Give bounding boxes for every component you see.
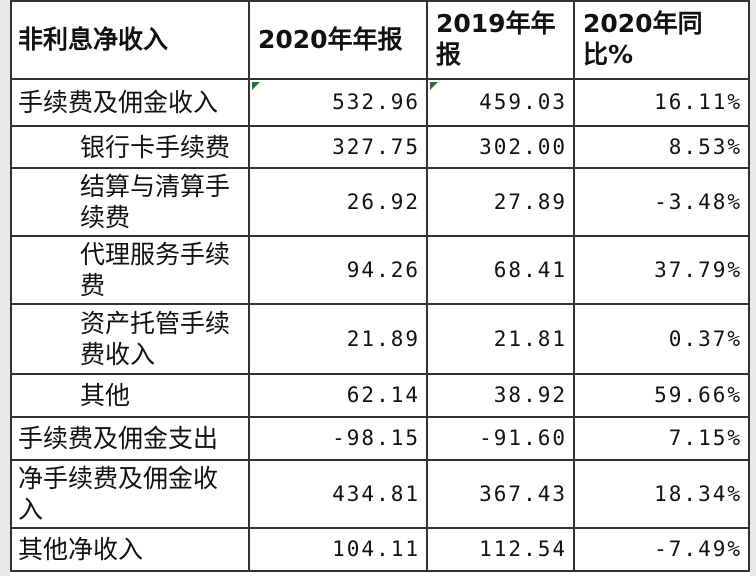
header-cell: 2020年年报: [250, 0, 428, 80]
value-cell: -7.49%: [575, 529, 750, 572]
row-label-cell: 代理服务手续费: [10, 237, 250, 305]
row-label-cell: 其他: [10, 375, 250, 418]
value-cell: 16.11%: [575, 80, 750, 127]
value-cell: 27.89: [428, 169, 575, 237]
value-cell: -91.60: [428, 418, 575, 461]
value-cell: 62.14: [250, 375, 428, 418]
value: 8.53%: [668, 134, 742, 159]
value: -98.15: [332, 426, 420, 450]
value: 94.26: [346, 257, 420, 282]
value: 434.81: [332, 481, 420, 506]
header-cell: 2019年年报: [428, 0, 575, 80]
value: 112.54: [479, 537, 567, 561]
value: 0.37%: [668, 326, 742, 351]
value-cell: 327.75: [250, 127, 428, 169]
row-label-cell: 资产托管手续费收入: [10, 305, 250, 375]
value-cell: 0.37%: [575, 305, 750, 375]
value-cell: 26.92: [250, 169, 428, 237]
row-label: 结算与清算手续费: [80, 172, 231, 232]
value-cell: 8.53%: [575, 127, 750, 169]
row-label: 净手续费及佣金收入: [18, 464, 219, 524]
value: -3.48%: [654, 189, 742, 214]
value: 59.66%: [654, 383, 742, 407]
header: 2019年年报: [436, 9, 556, 69]
left-border: [10, 0, 12, 572]
row-label-cell: 银行卡手续费: [10, 127, 250, 169]
value-cell: -98.15: [250, 418, 428, 461]
value-cell: 104.11: [250, 529, 428, 572]
value: 367.43: [479, 481, 567, 506]
top-border: [10, 0, 750, 2]
value-cell: 37.79%: [575, 237, 750, 305]
value: 37.79%: [654, 257, 742, 282]
value: 7.15%: [668, 426, 742, 450]
value: -91.60: [479, 426, 567, 450]
row-label-cell: 其他净收入: [10, 529, 250, 572]
header: 2020年年报: [258, 24, 403, 54]
value-cell: 434.81: [250, 461, 428, 529]
value: 21.89: [346, 326, 420, 351]
value-cell: 7.15%: [575, 418, 750, 461]
value: 18.34%: [654, 481, 742, 506]
error-indicator: [430, 82, 438, 90]
row-label: 代理服务手续费: [80, 240, 231, 300]
header-cell: 2020年同比%: [575, 0, 750, 80]
error-indicator: [252, 82, 260, 90]
row-label-cell: 净手续费及佣金收入: [10, 461, 250, 529]
value: 459.03: [479, 90, 567, 114]
value: -7.49%: [654, 537, 742, 561]
row-label: 其他: [80, 381, 131, 410]
value: 68.41: [493, 257, 567, 282]
value: 62.14: [346, 383, 420, 407]
row-label: 手续费及佣金收入: [18, 88, 219, 117]
header-cell: 非利息净收入: [10, 0, 250, 80]
value: 38.92: [493, 383, 567, 407]
row-label-cell: 手续费及佣金收入: [10, 80, 250, 127]
value-cell: -3.48%: [575, 169, 750, 237]
header: 2020年同比%: [583, 9, 703, 69]
row-label: 资产托管手续费收入: [80, 309, 231, 369]
value-cell: 302.00: [428, 127, 575, 169]
row-label: 手续费及佣金支出: [18, 424, 219, 453]
value-cell: 21.81: [428, 305, 575, 375]
value-cell: 459.03: [428, 80, 575, 127]
value-cell: 94.26: [250, 237, 428, 305]
value-cell: 18.34%: [575, 461, 750, 529]
value: 302.00: [479, 134, 567, 159]
value-cell: 59.66%: [575, 375, 750, 418]
value-cell: 112.54: [428, 529, 575, 572]
row-label: 银行卡手续费: [80, 132, 231, 162]
value: 21.81: [493, 326, 567, 351]
value: 104.11: [332, 537, 420, 561]
value: 16.11%: [654, 90, 742, 114]
header: 非利息净收入: [18, 24, 169, 54]
value: 327.75: [332, 134, 420, 159]
sheet-edge: [750, 0, 756, 576]
value-cell: 532.96: [250, 80, 428, 127]
row-label-cell: 手续费及佣金支出: [10, 418, 250, 461]
value-cell: 367.43: [428, 461, 575, 529]
value: 27.89: [493, 189, 567, 214]
value: 26.92: [346, 189, 420, 214]
value-cell: 21.89: [250, 305, 428, 375]
value-cell: 38.92: [428, 375, 575, 418]
value: 532.96: [332, 90, 420, 114]
row-gutter: [0, 0, 10, 576]
row-label-cell: 结算与清算手续费: [10, 169, 250, 237]
value-cell: 68.41: [428, 237, 575, 305]
row-label: 其他净收入: [18, 535, 144, 564]
